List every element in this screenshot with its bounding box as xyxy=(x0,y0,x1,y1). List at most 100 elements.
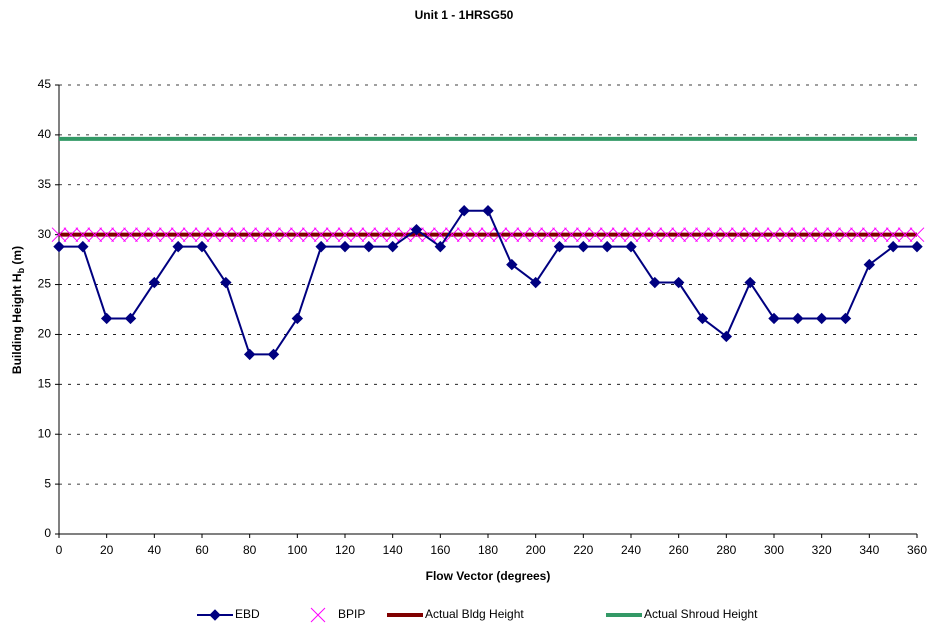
data-point xyxy=(861,227,877,243)
data-point xyxy=(242,227,258,243)
data-point xyxy=(482,205,494,217)
data-point xyxy=(218,227,234,243)
x-tick-label: 360 xyxy=(907,543,927,557)
data-point xyxy=(337,227,353,243)
data-point xyxy=(885,227,901,243)
legend-label: Actual Bldg Height xyxy=(425,607,524,621)
data-point xyxy=(313,227,329,243)
data-point xyxy=(707,227,722,243)
data-point xyxy=(577,240,590,253)
data-point xyxy=(815,312,828,325)
data-point xyxy=(540,227,555,243)
x-tick-label: 280 xyxy=(716,543,736,557)
data-point xyxy=(77,240,89,253)
data-point xyxy=(754,227,770,243)
data-point xyxy=(792,312,804,325)
data-point xyxy=(873,227,889,243)
y-tick-label: 15 xyxy=(38,377,52,391)
data-point xyxy=(254,227,269,243)
data-point xyxy=(730,227,746,243)
y-label-main: Building Height H xyxy=(10,273,24,374)
legend-marker xyxy=(310,607,326,623)
data-point xyxy=(361,227,377,243)
data-point xyxy=(172,240,184,253)
x-tick-label: 120 xyxy=(335,543,355,557)
y-tick-label: 20 xyxy=(38,327,52,341)
data-point xyxy=(196,240,208,253)
data-point xyxy=(649,276,661,289)
data-point xyxy=(386,240,399,253)
data-point xyxy=(671,227,687,243)
data-point xyxy=(611,227,627,243)
data-point xyxy=(553,240,566,253)
data-point xyxy=(194,227,210,243)
y-tick-label: 35 xyxy=(38,177,52,191)
data-point xyxy=(87,227,103,243)
data-point xyxy=(456,227,472,243)
y-label-sub: b xyxy=(16,267,26,273)
data-point xyxy=(480,227,496,243)
data-point xyxy=(814,227,830,243)
data-point xyxy=(504,227,520,243)
chart-title: Unit 1 - 1HRSG50 xyxy=(415,8,514,22)
y-tick-label: 45 xyxy=(38,77,52,91)
data-point xyxy=(897,227,913,243)
data-point xyxy=(51,227,67,243)
y-tick-label: 25 xyxy=(38,277,52,291)
data-point xyxy=(863,258,876,271)
data-point xyxy=(768,312,780,325)
data-point xyxy=(720,330,733,343)
x-tick-label: 220 xyxy=(573,543,593,557)
x-tick-label: 100 xyxy=(287,543,307,557)
x-tick-label: 240 xyxy=(621,543,641,557)
data-point xyxy=(601,240,613,253)
data-point xyxy=(289,227,305,243)
data-point xyxy=(421,227,436,243)
x-tick-label: 160 xyxy=(430,543,450,557)
data-point xyxy=(887,240,899,253)
y-tick-label: 30 xyxy=(38,227,52,241)
legend-label: EBD xyxy=(235,607,260,621)
data-point xyxy=(170,227,186,243)
data-point xyxy=(267,348,280,361)
x-tick-label: 20 xyxy=(100,543,114,557)
data-point xyxy=(363,240,375,253)
data-point xyxy=(220,276,232,289)
data-point xyxy=(599,227,615,243)
data-point xyxy=(158,227,174,243)
data-point xyxy=(339,240,351,253)
data-point xyxy=(111,227,126,243)
data-point xyxy=(349,227,365,243)
data-point xyxy=(575,227,591,243)
x-tick-label: 300 xyxy=(764,543,784,557)
data-point xyxy=(206,227,222,243)
y-axis-label: Building Height Hb (m) xyxy=(10,246,26,374)
data-point xyxy=(230,227,246,243)
data-point xyxy=(100,312,113,325)
data-point xyxy=(850,227,865,243)
data-point xyxy=(243,348,256,361)
data-point xyxy=(444,227,460,243)
data-point xyxy=(148,276,161,289)
data-point xyxy=(397,227,412,243)
data-point xyxy=(564,227,579,243)
data-point xyxy=(695,227,710,243)
data-point xyxy=(63,227,79,243)
data-point xyxy=(683,227,698,243)
data-point xyxy=(802,227,818,243)
x-tick-label: 80 xyxy=(243,543,257,557)
data-point xyxy=(434,240,447,253)
data-point xyxy=(123,227,138,243)
data-point xyxy=(838,227,853,243)
data-point xyxy=(909,227,925,243)
x-tick-label: 180 xyxy=(478,543,498,557)
y-label-unit: (m) xyxy=(10,246,24,268)
data-point xyxy=(744,276,756,289)
data-point xyxy=(552,227,567,243)
data-point xyxy=(458,205,470,217)
data-point xyxy=(325,227,341,243)
data-point xyxy=(99,227,115,243)
data-point xyxy=(301,227,317,243)
data-point xyxy=(623,227,639,243)
data-point xyxy=(492,227,508,243)
